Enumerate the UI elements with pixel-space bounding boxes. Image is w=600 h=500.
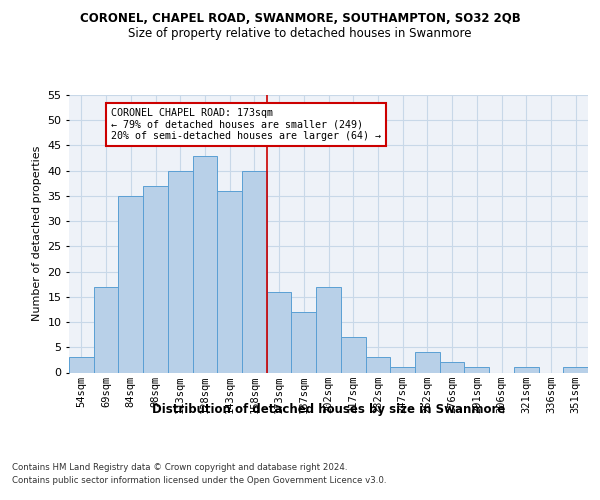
Text: CORONEL CHAPEL ROAD: 173sqm
← 79% of detached houses are smaller (249)
20% of se: CORONEL CHAPEL ROAD: 173sqm ← 79% of det… [111,108,381,141]
Bar [118,196,143,372]
Bar [341,337,365,372]
Text: CORONEL, CHAPEL ROAD, SWANMORE, SOUTHAMPTON, SO32 2QB: CORONEL, CHAPEL ROAD, SWANMORE, SOUTHAMP… [80,12,520,26]
Bar [69,358,94,372]
Bar [267,292,292,372]
Bar [292,312,316,372]
Bar [563,368,588,372]
Bar [242,170,267,372]
Bar [440,362,464,372]
Y-axis label: Number of detached properties: Number of detached properties [32,146,41,322]
Bar [365,358,390,372]
Bar [390,368,415,372]
Bar [415,352,440,372]
Bar [464,368,489,372]
Bar [143,186,168,372]
Bar [514,368,539,372]
Bar [193,156,217,372]
Bar [94,286,118,372]
Bar [168,170,193,372]
Text: Distribution of detached houses by size in Swanmore: Distribution of detached houses by size … [152,402,505,415]
Text: Contains HM Land Registry data © Crown copyright and database right 2024.: Contains HM Land Registry data © Crown c… [12,462,347,471]
Bar [217,191,242,372]
Text: Contains public sector information licensed under the Open Government Licence v3: Contains public sector information licen… [12,476,386,485]
Text: Size of property relative to detached houses in Swanmore: Size of property relative to detached ho… [128,28,472,40]
Bar [316,286,341,372]
